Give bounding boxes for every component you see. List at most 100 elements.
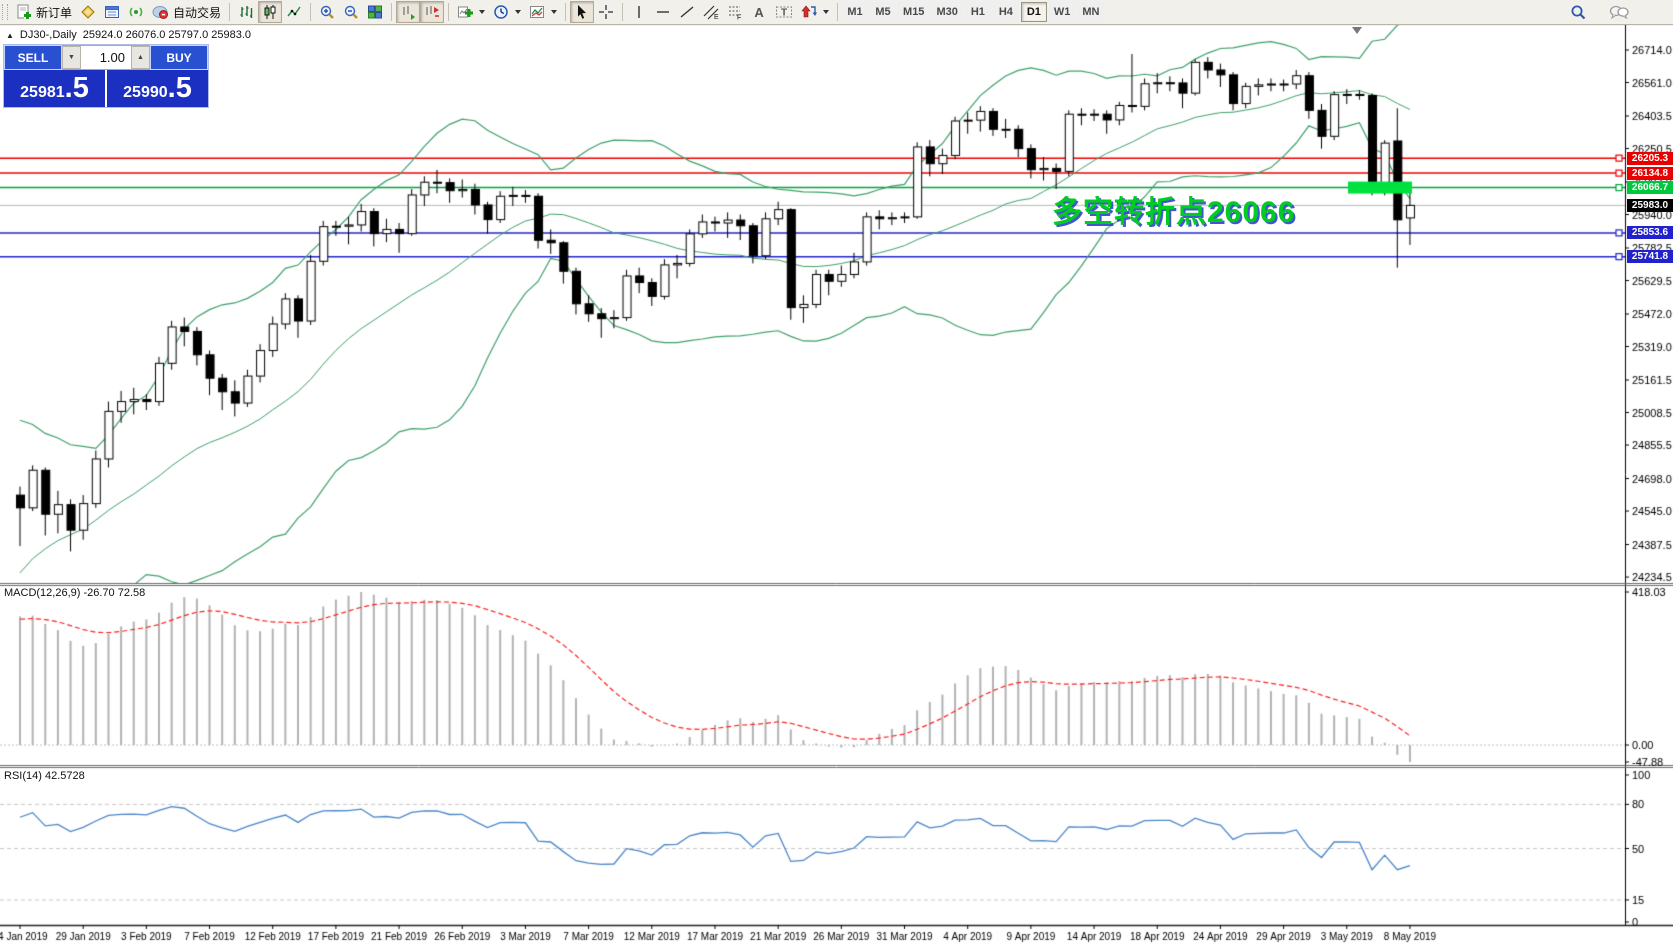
new-order-label: 新订单 — [36, 5, 73, 20]
price-level-badge-support: 25853.6 — [1627, 226, 1673, 240]
line-chart-icon — [286, 4, 302, 20]
svg-text:T: T — [781, 8, 787, 19]
timeframe-button-D1[interactable]: D1 — [1020, 2, 1047, 22]
timeframe-button-H1[interactable]: H1 — [964, 2, 991, 22]
metaeditor-button[interactable] — [76, 1, 100, 23]
buy-price-pips: .5 — [167, 72, 192, 104]
dropdown-caret-icon — [515, 10, 522, 14]
trendline-button[interactable] — [675, 1, 699, 23]
timeframe-button-W1[interactable]: W1 — [1048, 2, 1076, 22]
toolbar-separator — [448, 3, 450, 21]
templates-button[interactable] — [525, 1, 561, 23]
tile-windows-icon — [367, 4, 383, 20]
trendline-icon — [679, 4, 695, 20]
timeframe-button-H4[interactable]: H4 — [992, 2, 1019, 22]
toolbar-separator — [310, 3, 312, 21]
candlestick-chart-icon — [262, 4, 278, 20]
vertical-line-icon — [631, 4, 647, 20]
one-click-collapse-arrow[interactable]: ▲ — [6, 30, 14, 40]
signals-button[interactable] — [124, 1, 148, 23]
buy-button[interactable]: BUY — [150, 45, 208, 70]
autotrading-button[interactable]: 自动交易 — [148, 1, 225, 23]
data-window-icon — [104, 4, 120, 20]
timeframe-button-M30[interactable]: M30 — [931, 2, 963, 22]
dropdown-caret-icon — [551, 10, 558, 14]
vertical-line-button[interactable] — [627, 1, 651, 23]
tile-windows-button[interactable] — [363, 1, 387, 23]
chart-shift-marker[interactable] — [1352, 27, 1362, 34]
sell-price-main: 25981 — [20, 84, 65, 101]
zoom-in-icon — [319, 4, 335, 20]
price-level-badge-resistance: 26205.3 — [1627, 151, 1673, 165]
indicators-button[interactable] — [453, 1, 489, 23]
timeframe-button-M5[interactable]: M5 — [870, 2, 897, 22]
timeframe-button-MN[interactable]: MN — [1077, 2, 1105, 22]
cursor-icon — [574, 4, 590, 20]
periods-button[interactable] — [489, 1, 525, 23]
data-window-button[interactable] — [100, 1, 124, 23]
crosshair-icon — [598, 4, 614, 20]
zoom-out-button[interactable] — [339, 1, 363, 23]
crosshair-button[interactable] — [594, 1, 618, 23]
dropdown-caret-icon — [479, 10, 486, 14]
price-level-badge-pivot: 26066.7 — [1627, 181, 1673, 195]
bar-chart-button[interactable] — [234, 1, 258, 23]
equidistant-channel-icon: E — [703, 4, 719, 20]
chat-button[interactable] — [1605, 1, 1633, 23]
cursor-button[interactable] — [570, 1, 595, 23]
search-icon — [1570, 4, 1587, 21]
text-icon: A — [754, 4, 764, 20]
chart-shift-button[interactable] — [420, 1, 445, 23]
chat-icon — [1609, 4, 1629, 20]
signals-icon — [128, 4, 144, 20]
arrows-button[interactable] — [797, 1, 833, 23]
chart-shift-icon — [424, 4, 440, 20]
templates-icon — [529, 4, 545, 20]
svg-text:F: F — [737, 15, 741, 21]
line-chart-button[interactable] — [282, 1, 306, 23]
price-level-badge-current-price: 25983.0 — [1627, 198, 1673, 212]
toolbar-separator — [229, 3, 231, 21]
clock-icon — [493, 4, 509, 20]
equidistant-channel-button[interactable]: E — [699, 1, 723, 23]
chart-header: ▲ DJ30-,Daily 25924.0 26076.0 25797.0 25… — [6, 29, 251, 41]
toolbar-separator — [565, 3, 567, 21]
buy-price-main: 25990 — [123, 84, 168, 101]
toolbar-separator — [391, 3, 393, 21]
volume-decrease-button[interactable]: ▼ — [62, 46, 81, 69]
text-label-button[interactable]: T — [771, 1, 797, 23]
sell-price[interactable]: 25981 .5 — [4, 70, 107, 107]
fibonacci-icon: F — [727, 4, 743, 20]
indicators-icon — [457, 4, 474, 20]
volume-increase-button[interactable]: ▲ — [131, 46, 150, 69]
zoom-in-button[interactable] — [315, 1, 339, 23]
timeframe-button-M15[interactable]: M15 — [898, 2, 930, 22]
auto-scroll-button[interactable] — [396, 1, 421, 23]
horizontal-line-button[interactable] — [651, 1, 675, 23]
text-label-icon: T — [775, 4, 793, 20]
new-order-icon — [16, 4, 32, 20]
toolbar-grip[interactable] — [2, 4, 8, 20]
search-button[interactable] — [1566, 1, 1591, 23]
timeframe-button-M1[interactable]: M1 — [842, 2, 869, 22]
price-chart-canvas[interactable] — [0, 24, 1673, 948]
metaeditor-icon — [80, 4, 96, 20]
volume-value[interactable]: 1.00 — [81, 46, 131, 69]
fibonacci-button[interactable]: F — [723, 1, 747, 23]
sell-button[interactable]: SELL — [4, 45, 62, 70]
buy-price[interactable]: 25990 .5 — [107, 70, 208, 107]
one-click-trading-panel: SELL ▼ 1.00 ▲ BUY 25981 .5 25990 .5 — [3, 44, 209, 108]
toolbar-separator — [837, 3, 839, 21]
dropdown-caret-icon — [823, 10, 830, 14]
rsi-indicator-label: RSI(14) 42.5728 — [4, 770, 85, 782]
horizontal-line-icon — [655, 4, 671, 20]
toolbar-right-group — [1566, 1, 1633, 23]
volume-spinner: ▼ 1.00 ▲ — [62, 45, 150, 70]
candlestick-chart-button[interactable] — [258, 1, 283, 23]
autotrading-label: 自动交易 — [173, 5, 222, 20]
toolbar: 新订单 自动交易 — [0, 0, 1673, 25]
arrows-icon — [801, 4, 818, 20]
new-order-button[interactable]: 新订单 — [12, 1, 76, 23]
text-button[interactable]: A — [747, 1, 771, 23]
timeframe-button-group: M1 M5 M15 M30 H1 H4 D1 W1 MN — [842, 2, 1105, 22]
